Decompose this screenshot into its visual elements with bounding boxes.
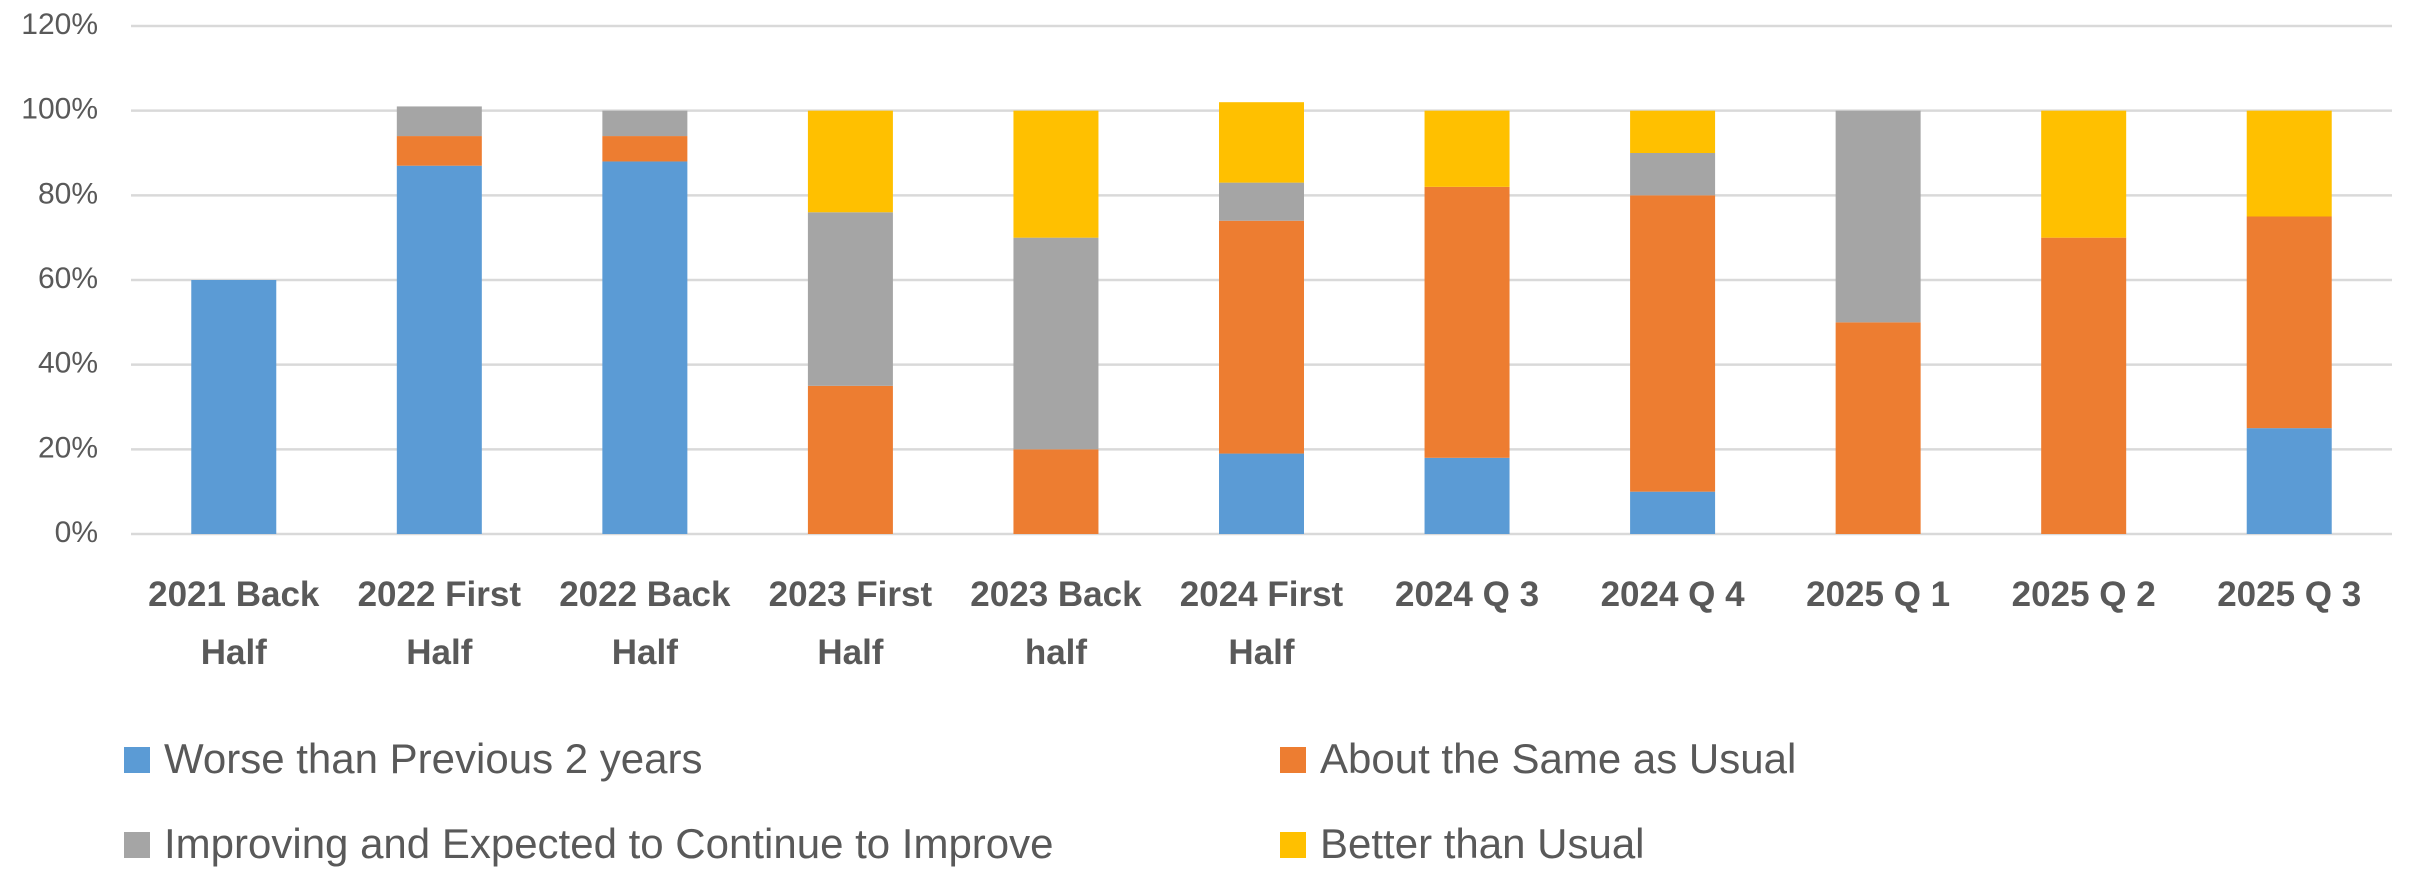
- legend-label: Worse than Previous 2 years: [164, 735, 702, 782]
- x-tick-label: 2022 Back Half: [559, 575, 731, 672]
- bar-segment: [807, 110, 893, 213]
- bar-segment: [1013, 110, 1099, 238]
- bar-segment: [1424, 186, 1510, 458]
- x-tick-label: 2025 Q 1: [1806, 575, 1951, 614]
- bar-segment: [1013, 237, 1099, 450]
- x-tick-label: 2025 Q 3: [2217, 575, 2362, 614]
- x-tick-label-box: 2023 First Half: [768, 575, 933, 672]
- x-tick-label-box: 2021 Back Half: [148, 575, 320, 672]
- bar-segment: [1219, 220, 1304, 454]
- bar-segment: [2246, 216, 2332, 429]
- bar-segment: [1630, 491, 1716, 534]
- legend-swatch: [1280, 832, 1306, 858]
- bar-segment: [1424, 110, 1510, 187]
- bar-segment: [396, 136, 482, 166]
- x-tick-label: 2024 First Half: [1179, 575, 1344, 672]
- x-tick-label-box: 2024 Q 4: [1600, 575, 1745, 614]
- y-tick-label: 100%: [21, 93, 98, 126]
- bar-segment: [1630, 110, 1716, 153]
- legend-swatch: [124, 747, 150, 773]
- bar-segment: [2246, 428, 2332, 534]
- x-tick-label-box: 2025 Q 2: [2011, 575, 2156, 614]
- bar-segment: [2041, 110, 2127, 238]
- bar-segment: [1630, 195, 1716, 492]
- bar-segment: [1219, 453, 1304, 534]
- x-tick-label-box: 2024 Q 3: [1395, 575, 1540, 614]
- bar-segment: [1835, 322, 1921, 534]
- bar-segment: [1630, 153, 1716, 196]
- legend-label: Improving and Expected to Continue to Im…: [164, 820, 1054, 867]
- y-tick-label: 40%: [38, 347, 98, 380]
- bar-segment: [602, 161, 688, 534]
- x-tick-label-box: 2023 Back half: [970, 575, 1142, 672]
- x-tick-label: 2025 Q 2: [2011, 575, 2156, 614]
- bar-segment: [602, 110, 688, 137]
- bar-segment: [602, 136, 688, 162]
- x-tick-label-box: 2022 First Half: [357, 575, 522, 672]
- x-tick-label: 2023 First Half: [768, 575, 933, 672]
- bar-segment: [1424, 457, 1510, 534]
- x-tick-label-box: 2025 Q 3: [2217, 575, 2362, 614]
- legend-label: About the Same as Usual: [1320, 735, 1796, 782]
- legend-label: Better than Usual: [1320, 820, 1645, 867]
- bar-segment: [1219, 102, 1304, 183]
- x-tick-label: 2024 Q 4: [1600, 575, 1745, 614]
- bar-segment: [807, 385, 893, 534]
- y-tick-label: 0%: [55, 516, 98, 549]
- bar-segment: [1013, 449, 1099, 534]
- bar-segment: [396, 106, 482, 137]
- y-tick-label: 80%: [38, 177, 98, 210]
- y-tick-label: 20%: [38, 431, 98, 464]
- bar-segment: [1835, 110, 1921, 323]
- x-tick-label: 2024 Q 3: [1395, 575, 1540, 614]
- legend-swatch: [124, 832, 150, 858]
- bar-segment: [191, 280, 277, 534]
- y-tick-label: 120%: [21, 8, 98, 41]
- x-tick-label: 2023 Back half: [970, 575, 1142, 672]
- legend-swatch: [1280, 747, 1306, 773]
- bar-segment: [2246, 110, 2332, 217]
- x-tick-label-box: 2022 Back Half: [559, 575, 731, 672]
- x-tick-label-box: 2024 First Half: [1179, 575, 1344, 672]
- x-tick-label: 2022 First Half: [357, 575, 522, 672]
- x-tick-label: 2021 Back Half: [148, 575, 320, 672]
- x-tick-label-box: 2025 Q 1: [1806, 575, 1951, 614]
- bar-segment: [396, 165, 482, 534]
- bar-segment: [1219, 182, 1304, 221]
- bar-segment: [807, 212, 893, 386]
- bar-segment: [2041, 237, 2127, 534]
- y-tick-label: 60%: [38, 262, 98, 295]
